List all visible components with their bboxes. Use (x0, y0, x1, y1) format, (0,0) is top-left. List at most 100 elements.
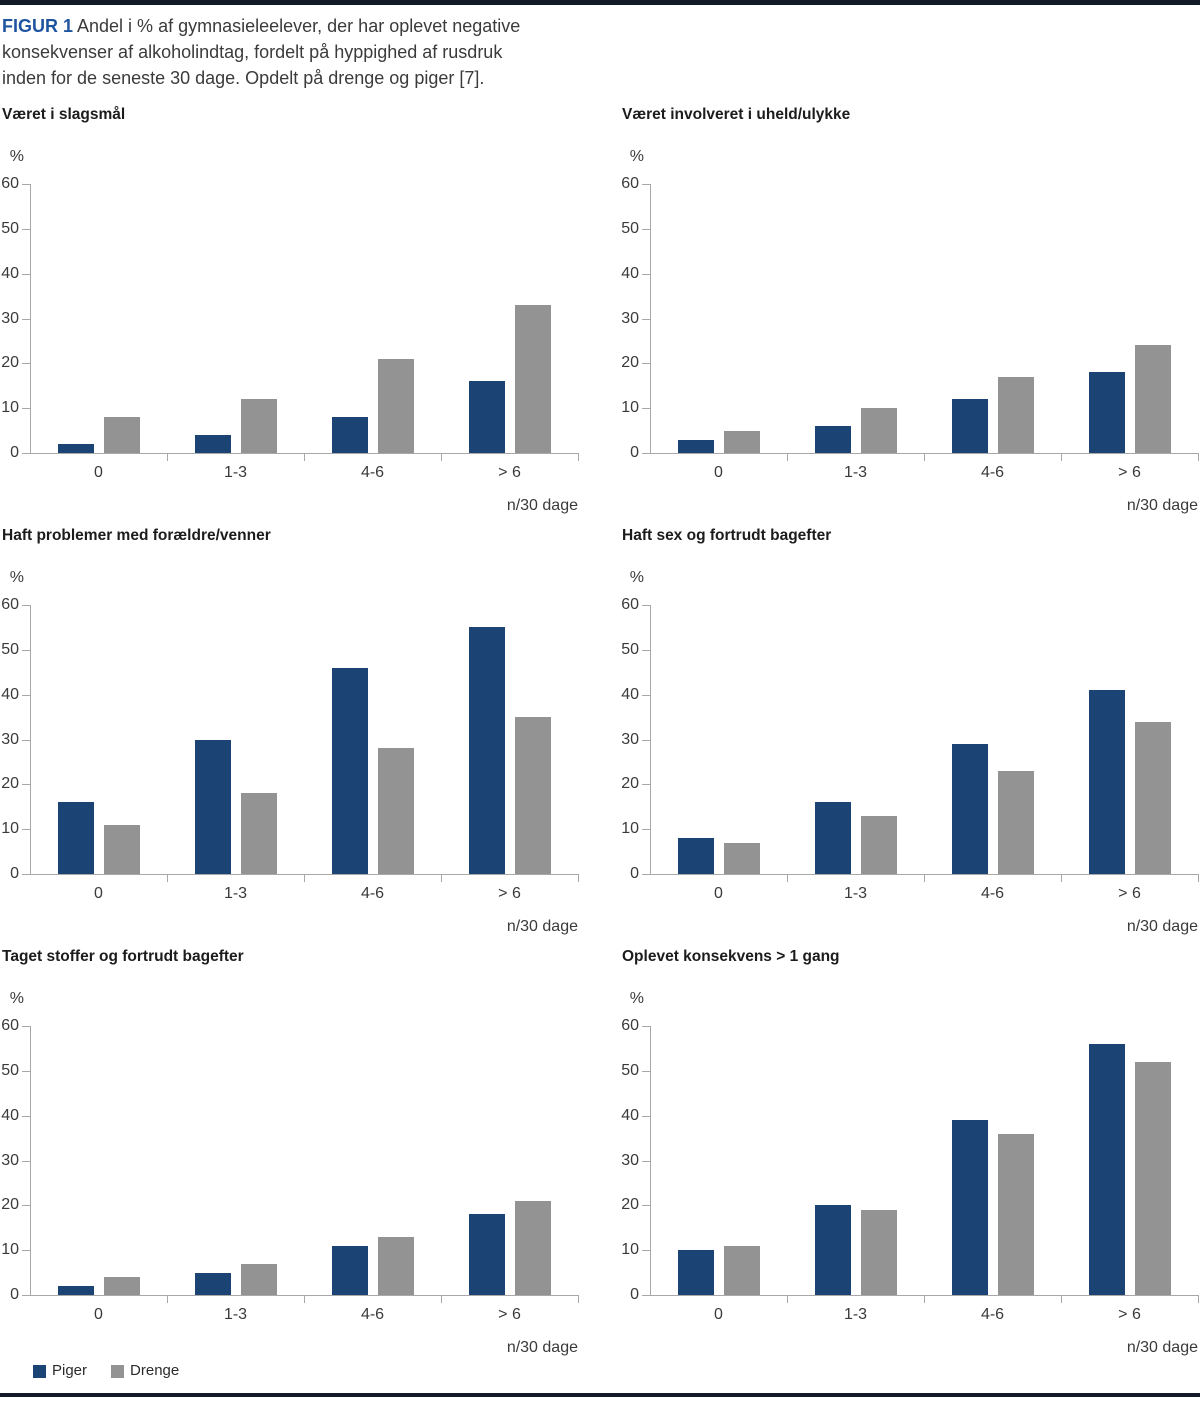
y-axis-tick (642, 408, 650, 410)
chart-title: Været i slagsmål (2, 106, 126, 123)
y-tick-label: 50 (621, 640, 639, 658)
piger-swatch-icon (33, 1364, 46, 1378)
y-tick-label: 30 (621, 730, 639, 748)
x-axis-tick (578, 454, 579, 461)
y-axis-tick (642, 1026, 650, 1027)
x-category-label: 0 (94, 885, 103, 902)
y-tick-label: 30 (1, 309, 19, 327)
y-axis-line (30, 1026, 31, 1295)
bar-drenge-> 6 (514, 1200, 551, 1295)
y-axis-tick (22, 184, 30, 185)
y-tick-label: 30 (1, 1151, 19, 1169)
bar-piger-1-3 (194, 739, 231, 874)
y-tick-label: 30 (1, 730, 19, 748)
bar-piger-1-3 (814, 802, 851, 874)
y-axis-tick (642, 1205, 650, 1207)
bar-piger-4-6 (331, 667, 368, 874)
x-category-label: > 6 (498, 464, 521, 481)
y-tick-label: 10 (1, 820, 19, 838)
y-axis-tick (22, 453, 30, 454)
bar-piger-1-3 (814, 426, 851, 453)
y-tick-label: 10 (1, 1241, 19, 1259)
x-axis-tick (441, 1296, 442, 1303)
y-axis-tick (642, 694, 650, 696)
bar-drenge-4-6 (997, 376, 1034, 453)
chart-title: Haft sex og fortrudt bagefter (622, 527, 832, 544)
bar-drenge-1-3 (240, 1263, 277, 1295)
y-axis-tick (22, 605, 30, 606)
x-category-label: > 6 (498, 885, 521, 902)
bar-piger-> 6 (468, 381, 505, 453)
y-tick-label: 10 (1, 399, 19, 417)
bar-drenge-> 6 (514, 305, 551, 453)
x-axis-tick (1198, 454, 1199, 461)
bar-piger-> 6 (1088, 372, 1125, 453)
y-tick-label: 20 (1, 1196, 19, 1214)
x-category-label: 0 (714, 1306, 723, 1323)
bar-piger-4-6 (951, 1120, 988, 1295)
y-tick-label: 0 (630, 1286, 639, 1303)
y-axis-tick (642, 1250, 650, 1252)
y-axis-percent-label: % (629, 569, 644, 586)
chart-title: Været involveret i uheld/ulykke (622, 106, 851, 123)
x-category-label: 4-6 (360, 885, 385, 902)
x-category-label: 0 (714, 464, 723, 481)
x-category-label: 1-3 (843, 464, 868, 481)
y-tick-label: 20 (621, 775, 639, 793)
x-category-label: 1-3 (223, 1306, 248, 1323)
y-tick-label: 40 (621, 1106, 639, 1124)
chart-title: Taget stoffer og fortrudt bagefter (2, 948, 244, 965)
y-tick-label: 50 (1, 640, 19, 658)
y-tick-label: 10 (621, 820, 639, 838)
y-tick-label: 40 (621, 264, 639, 282)
figure-caption-line3: inden for de seneste 30 dage. Opdelt på … (2, 68, 485, 88)
x-axis-tick (924, 1296, 925, 1303)
y-axis-tick (22, 1205, 30, 1207)
y-tick-label: 60 (1, 175, 19, 192)
legend: Piger Drenge (33, 1363, 179, 1379)
y-axis-tick (642, 784, 650, 786)
x-axis-tick (167, 875, 168, 882)
bar-piger-1-3 (194, 435, 231, 453)
y-tick-label: 20 (1, 354, 19, 372)
x-axis-unit-label: n/30 dage (1126, 1339, 1198, 1356)
chart-panel: Taget stoffer og fortrudt bagefter% 0 10 20… (0, 948, 600, 1369)
bar-drenge-4-6 (997, 1133, 1034, 1295)
bar-piger-> 6 (468, 627, 505, 874)
x-axis-line (30, 453, 579, 454)
bar-drenge-1-3 (240, 399, 277, 453)
x-axis-unit-label: n/30 dage (506, 497, 578, 514)
y-axis-tick (22, 363, 30, 365)
chart-panel: Haft sex og fortrudt bagefter% 0 10 20 30 40 5… (620, 527, 1200, 948)
x-axis-line (650, 874, 1199, 875)
y-axis-tick (22, 1250, 30, 1252)
x-axis-tick (167, 1296, 168, 1303)
x-axis-line (30, 1295, 579, 1296)
y-axis-tick (22, 1026, 30, 1027)
x-axis-line (650, 1295, 1199, 1296)
y-axis-tick (22, 784, 30, 786)
x-axis-tick (787, 875, 788, 882)
y-tick-label: 0 (10, 865, 19, 882)
bar-piger-0 (677, 439, 714, 453)
x-axis-tick (1061, 875, 1062, 882)
top-rule (0, 0, 1200, 5)
y-tick-label: 20 (621, 1196, 639, 1214)
y-axis-line (30, 184, 31, 453)
legend-item-piger: Piger (33, 1363, 87, 1379)
x-axis-unit-label: n/30 dage (506, 918, 578, 935)
y-axis-line (30, 605, 31, 874)
bar-drenge-> 6 (1134, 721, 1171, 874)
bar-piger-> 6 (468, 1214, 505, 1295)
x-axis-tick (1198, 1296, 1199, 1303)
y-tick-label: 60 (621, 175, 639, 192)
y-axis-tick (642, 228, 650, 230)
y-axis-tick (22, 228, 30, 230)
figure-label: FIGUR 1 (2, 16, 74, 36)
y-axis-tick (22, 739, 30, 741)
bar-piger-4-6 (331, 417, 368, 453)
y-axis-percent-label: % (629, 148, 644, 165)
figure-caption: FIGUR 1 Andel i % af gymnasieleelever, d… (2, 13, 622, 91)
bar-drenge-4-6 (377, 1236, 414, 1295)
x-axis-tick (924, 875, 925, 882)
